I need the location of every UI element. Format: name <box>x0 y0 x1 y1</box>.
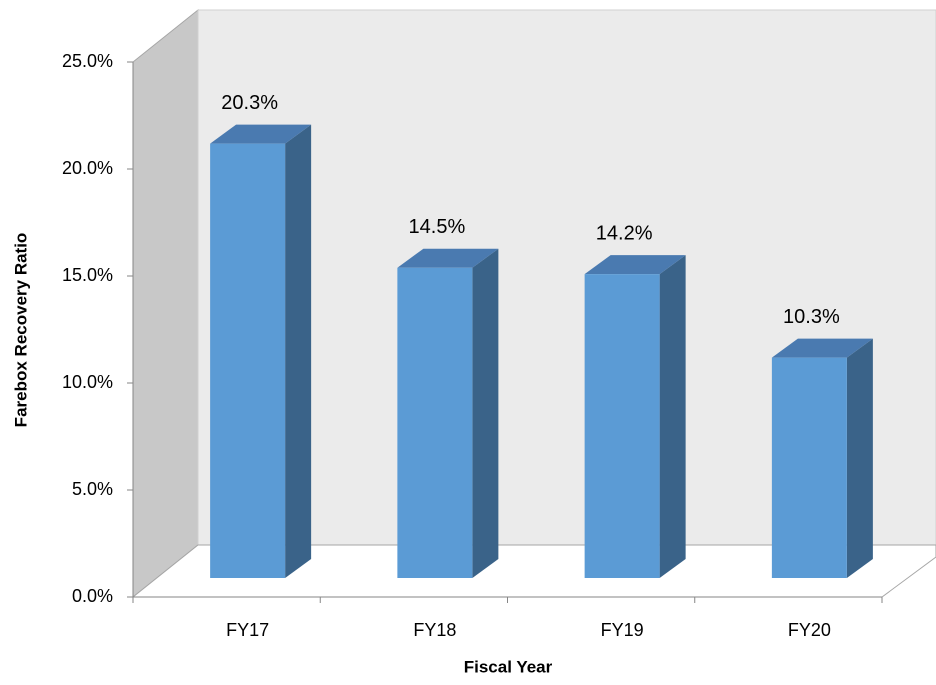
x-tick-label: FY18 <box>413 620 456 640</box>
y-tick-label: 10.0% <box>62 372 113 392</box>
bar-front <box>397 267 473 578</box>
x-tick-label: FY17 <box>226 620 269 640</box>
x-tick-label: FY20 <box>788 620 831 640</box>
bar-front <box>210 143 286 578</box>
y-tick-label: 20.0% <box>62 158 113 178</box>
bar-top <box>397 248 499 268</box>
bar <box>397 248 499 578</box>
data-label: 14.5% <box>409 216 466 238</box>
x-tick-label: FY19 <box>601 620 644 640</box>
bar-top <box>210 124 312 144</box>
bar-side <box>285 124 312 578</box>
bar <box>210 124 312 578</box>
bar-front <box>584 274 660 578</box>
bar-front <box>771 357 847 578</box>
side-wall <box>132 8 199 599</box>
bar <box>584 255 686 578</box>
bar <box>771 338 873 578</box>
bar-side <box>659 255 686 578</box>
y-tick-label: 0.0% <box>72 586 113 606</box>
x-axis-title: Fiscal Year <box>464 657 553 676</box>
bar-side <box>846 338 873 578</box>
y-axis-title: Farebox Recovery Ratio <box>11 233 30 428</box>
back-wall <box>197 9 936 546</box>
data-label: 10.3% <box>783 306 840 328</box>
bar-top <box>584 255 686 275</box>
y-tick-label: 5.0% <box>72 479 113 499</box>
data-label: 20.3% <box>221 92 278 114</box>
bar-top <box>771 338 873 358</box>
bar-side <box>472 248 499 578</box>
y-tick-label: 25.0% <box>62 51 113 71</box>
data-label: 14.2% <box>596 222 653 244</box>
y-tick-label: 15.0% <box>62 265 113 285</box>
